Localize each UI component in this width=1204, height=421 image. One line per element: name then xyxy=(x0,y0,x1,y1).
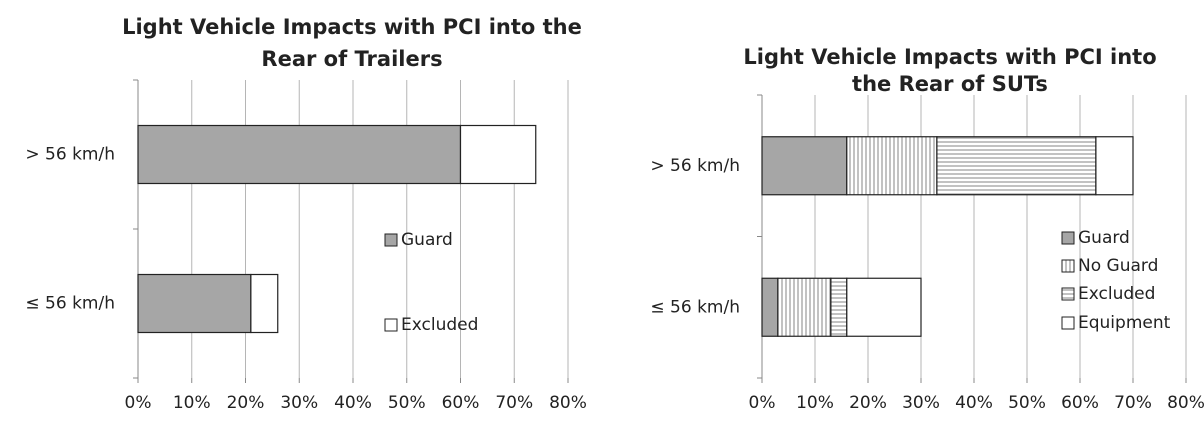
x-tick-label: 30% xyxy=(280,393,318,413)
legend-label: Guard xyxy=(401,230,453,250)
legend-label: Guard xyxy=(1078,228,1130,248)
bar-segment xyxy=(846,277,922,337)
chart-title: Rear of Trailers xyxy=(261,47,442,71)
x-tick-label: 80% xyxy=(549,393,587,413)
legend-label: Excluded xyxy=(401,315,478,335)
legend-label: Equipment xyxy=(1078,313,1171,333)
legend-swatch xyxy=(1061,316,1075,330)
legend-swatch xyxy=(1061,287,1075,301)
x-tick-label: 30% xyxy=(902,393,940,413)
y-tick-label: ≤ 56 km/h xyxy=(650,297,740,317)
chart-title: Light Vehicle Impacts with PCI into xyxy=(743,45,1156,69)
x-tick-label: 10% xyxy=(173,393,211,413)
bar-segment xyxy=(830,277,848,337)
legend-swatch xyxy=(384,233,398,247)
legend-label: No Guard xyxy=(1078,256,1158,276)
chart-title: Light Vehicle Impacts with PCI into the xyxy=(122,15,582,39)
bar-segment xyxy=(761,277,779,337)
bar-segment xyxy=(936,136,1097,196)
bar-segment xyxy=(777,277,832,337)
x-tick-label: 70% xyxy=(1114,393,1152,413)
legend-label: Excluded xyxy=(1078,284,1155,304)
y-tick-label: > 56 km/h xyxy=(650,156,740,176)
bar-segment xyxy=(761,136,848,196)
x-tick-label: 50% xyxy=(1008,393,1046,413)
bar-segment xyxy=(459,124,537,185)
x-tick-label: 60% xyxy=(1061,393,1099,413)
bar-segment xyxy=(250,273,279,334)
bar-segment xyxy=(137,124,462,185)
x-tick-label: 0% xyxy=(749,393,776,413)
x-tick-label: 80% xyxy=(1167,393,1204,413)
y-tick-label: ≤ 56 km/h xyxy=(25,294,115,314)
x-tick-label: 50% xyxy=(388,393,426,413)
x-tick-label: 10% xyxy=(796,393,834,413)
bar-segment xyxy=(1095,136,1134,196)
bar-segment xyxy=(137,273,252,334)
x-tick-label: 40% xyxy=(955,393,993,413)
x-tick-label: 70% xyxy=(495,393,533,413)
x-tick-label: 60% xyxy=(442,393,480,413)
y-tick-label: > 56 km/h xyxy=(25,145,115,165)
x-tick-label: 20% xyxy=(849,393,887,413)
x-tick-label: 0% xyxy=(125,393,152,413)
x-tick-label: 20% xyxy=(227,393,265,413)
legend-swatch xyxy=(1061,231,1075,245)
bar-segment xyxy=(846,136,938,196)
chart-title: the Rear of SUTs xyxy=(852,72,1048,96)
legend-swatch xyxy=(1061,259,1075,273)
x-tick-label: 40% xyxy=(334,393,372,413)
legend-swatch xyxy=(384,318,398,332)
